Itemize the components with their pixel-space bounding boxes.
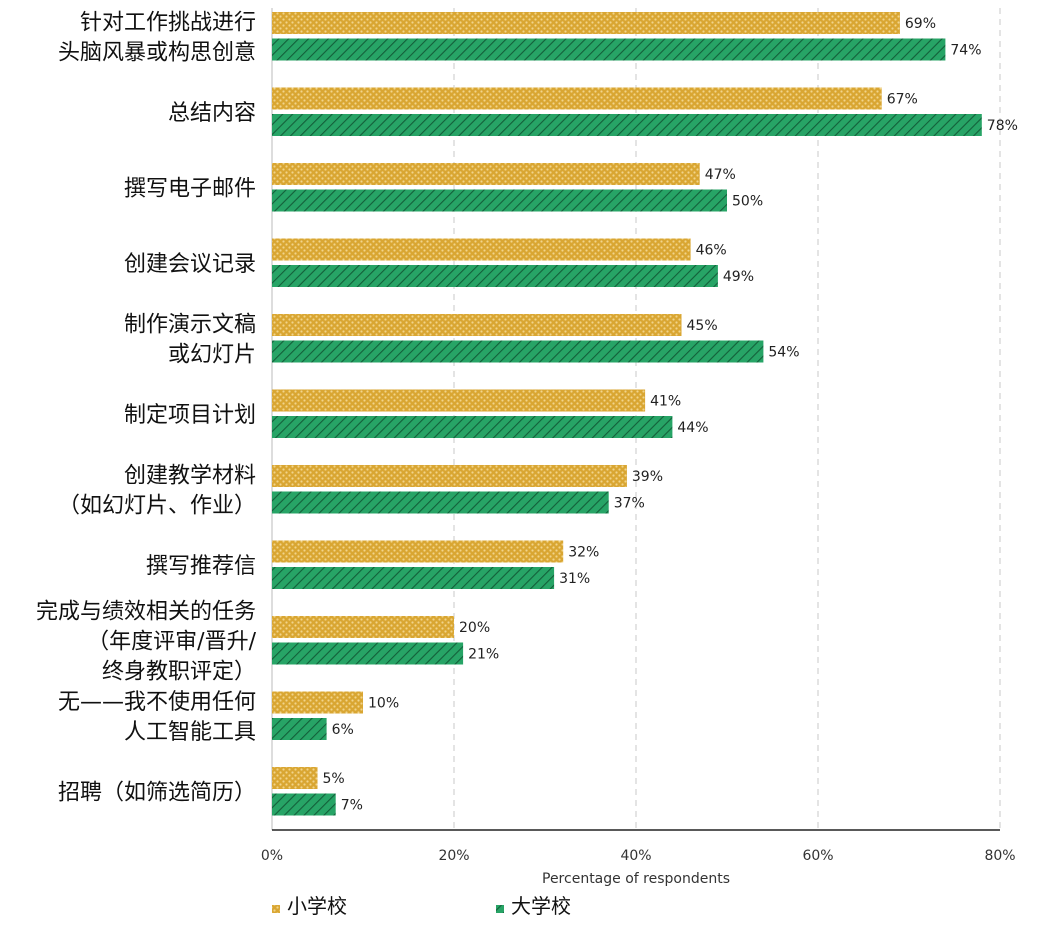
bar-small-school xyxy=(272,87,882,110)
legend-swatch xyxy=(272,905,280,913)
bar-small-school xyxy=(272,314,682,336)
bar-large-school xyxy=(272,793,336,816)
bar-small-school xyxy=(272,691,363,714)
x-tick-label: 60% xyxy=(802,848,833,864)
category-label: 创建会议记录 xyxy=(124,252,256,277)
data-label: 39% xyxy=(632,469,663,485)
bar-small-school xyxy=(272,540,564,563)
bar-small-school xyxy=(272,163,700,185)
bar-large-school xyxy=(272,189,727,212)
data-label: 32% xyxy=(568,545,599,561)
bar-large-school xyxy=(272,416,673,438)
data-label: 20% xyxy=(459,620,490,636)
category-label: （年度评审/晋升/ xyxy=(87,629,256,654)
category-label: 完成与绩效相关的任务 xyxy=(36,599,256,624)
category-label: 头脑风暴或构思创意 xyxy=(58,40,256,65)
legend-swatch xyxy=(496,905,504,913)
category-label: 制定项目计划 xyxy=(124,403,256,428)
data-label: 45% xyxy=(687,318,718,334)
bar-large-school xyxy=(272,491,609,514)
bar-large-school xyxy=(272,642,464,665)
category-label: 撰写电子邮件 xyxy=(124,176,256,201)
x-tick-label: 20% xyxy=(438,848,469,864)
x-axis-title: Percentage of respondents xyxy=(542,871,730,887)
category-label: 人工智能工具 xyxy=(124,720,256,745)
category-label: 针对工作挑战进行 xyxy=(80,10,256,35)
x-tick-label: 40% xyxy=(620,848,651,864)
data-label: 21% xyxy=(468,647,499,663)
category-label: 无——我不使用任何 xyxy=(58,690,256,715)
data-label: 37% xyxy=(614,496,645,512)
legend: 小学校 大学校 xyxy=(272,894,571,918)
data-label: 54% xyxy=(768,345,799,361)
bar-large-school xyxy=(272,38,946,61)
data-label: 10% xyxy=(368,696,399,712)
data-label: 69% xyxy=(905,16,936,32)
bar-small-school xyxy=(272,616,454,638)
bar-small-school xyxy=(272,238,691,261)
data-label: 74% xyxy=(950,43,981,59)
bar-small-school xyxy=(272,389,646,412)
data-label: 50% xyxy=(732,194,763,210)
bar-large-school xyxy=(272,114,982,136)
category-label: 终身教职评定） xyxy=(102,659,256,684)
data-label: 41% xyxy=(650,394,681,410)
category-label: 招聘（如筛选简历） xyxy=(58,780,256,805)
category-label: 总结内容 xyxy=(168,101,256,126)
data-label: 78% xyxy=(987,118,1018,134)
x-tick-label: 0% xyxy=(261,848,283,864)
data-label: 6% xyxy=(332,722,354,738)
bar-large-school xyxy=(272,567,555,589)
category-label: 或幻灯片 xyxy=(168,342,256,367)
data-label: 49% xyxy=(723,269,754,285)
bar-large-school xyxy=(272,718,327,740)
category-label: 撰写推荐信 xyxy=(146,554,256,579)
data-label: 31% xyxy=(559,571,590,587)
legend-label: 大学校 xyxy=(511,894,571,918)
category-label: （如幻灯片、作业） xyxy=(58,493,256,518)
data-label: 67% xyxy=(887,92,918,108)
x-tick-label: 80% xyxy=(984,848,1015,864)
bars xyxy=(272,12,982,816)
category-label: 创建教学材料 xyxy=(124,463,256,488)
bar-small-school xyxy=(272,465,627,487)
data-label: 47% xyxy=(705,167,736,183)
legend-label: 小学校 xyxy=(287,894,347,918)
data-label: 46% xyxy=(696,243,727,259)
category-label: 制作演示文稿 xyxy=(124,312,256,337)
x-axis-ticks: 0% 20% 40% 60% 80% xyxy=(261,848,1016,864)
bar-small-school xyxy=(272,767,318,789)
data-label: 44% xyxy=(677,420,708,436)
data-label: 7% xyxy=(341,798,363,814)
bar-large-school xyxy=(272,265,718,287)
bar-large-school xyxy=(272,340,764,363)
data-label: 5% xyxy=(323,771,345,787)
bar-small-school xyxy=(272,12,900,34)
